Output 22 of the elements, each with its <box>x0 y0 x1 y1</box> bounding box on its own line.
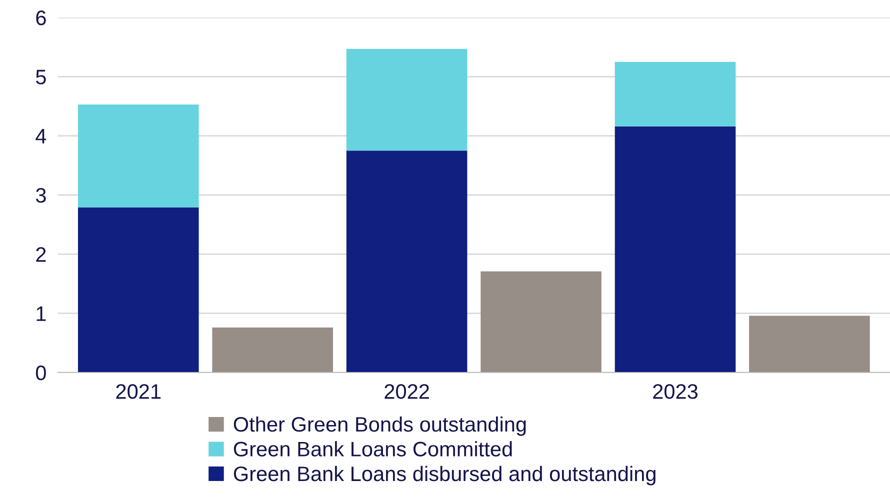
bar <box>346 150 468 372</box>
legend-label: Green Bank Loans disbursed and outstanding <box>234 466 656 486</box>
bar <box>749 316 870 372</box>
y-tick-label: 1 <box>36 306 46 321</box>
bar <box>212 328 333 372</box>
bar <box>480 271 602 372</box>
legend-label: Green Bank Loans Committed <box>234 441 512 456</box>
y-tick-label: 4 <box>36 129 46 144</box>
legend-label: Other Green Bonds outstanding <box>234 416 526 436</box>
bar <box>78 207 199 372</box>
bar <box>614 62 736 126</box>
bar <box>346 48 468 151</box>
y-tick-label: 0 <box>36 366 46 380</box>
x-tick-label: 2023 <box>653 384 698 399</box>
x-tick-label: 2021 <box>116 384 161 399</box>
y-tick-label: 3 <box>36 188 46 203</box>
y-tick-label: 6 <box>36 10 46 26</box>
y-tick-label: 5 <box>36 70 46 84</box>
x-tick-label: 2022 <box>384 384 429 399</box>
bar <box>78 104 199 208</box>
y-tick-label: 2 <box>36 247 46 262</box>
bar <box>614 126 736 372</box>
